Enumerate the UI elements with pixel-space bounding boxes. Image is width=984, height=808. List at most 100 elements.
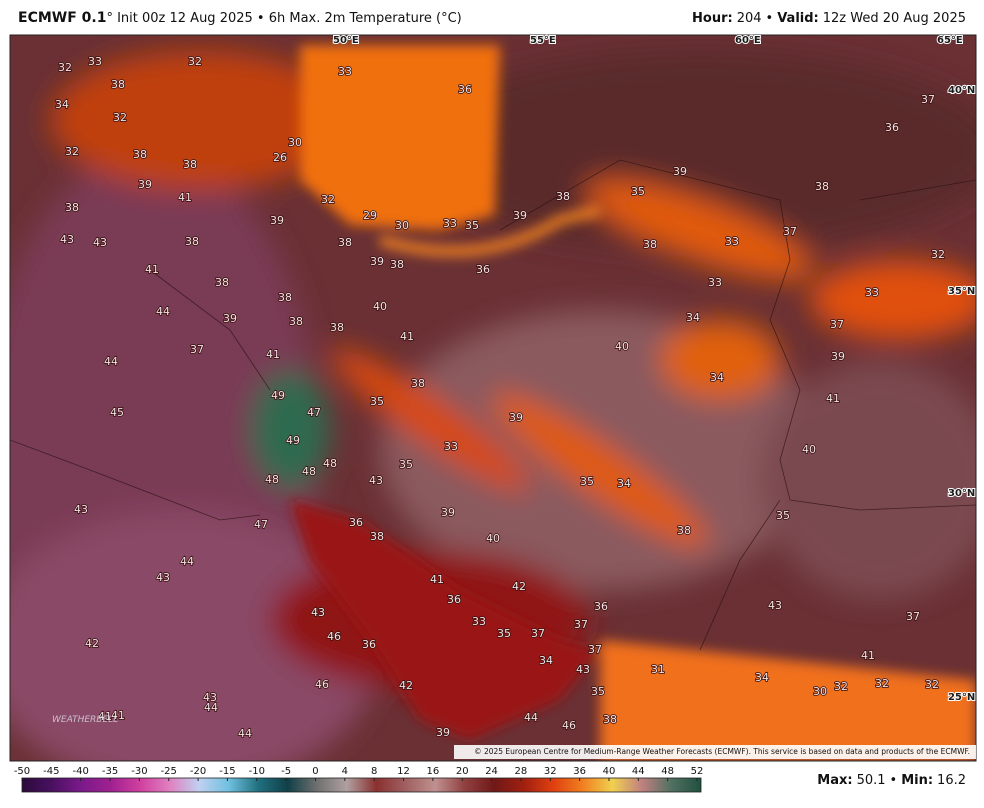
graticule-label: 30°N <box>948 488 975 499</box>
temperature-label: 42 <box>85 637 99 650</box>
min-label: Min: <box>901 773 933 788</box>
temperature-label: 46 <box>315 678 329 691</box>
temperature-label: 40 <box>486 532 500 545</box>
temperature-label: 43 <box>203 691 217 704</box>
temperature-label: 37 <box>531 627 545 640</box>
colorbar-tick-label: 8 <box>371 766 377 777</box>
temperature-label: 33 <box>725 235 739 248</box>
temperature-label: 46 <box>562 719 576 732</box>
temperature-label: 39 <box>509 411 523 424</box>
temperature-label: 43 <box>93 236 107 249</box>
temperature-label: 39 <box>270 214 284 227</box>
temperature-label: 43 <box>369 474 383 487</box>
temperature-label: 38 <box>133 148 147 161</box>
temperature-label: 33 <box>443 217 457 230</box>
temperature-label: 35 <box>399 458 413 471</box>
temperature-label: 40 <box>615 340 629 353</box>
temperature-label: 37 <box>588 643 602 656</box>
colorbar-tick-label: 44 <box>632 766 645 777</box>
max: 50.1 <box>857 773 886 788</box>
temperature-label: 38 <box>278 291 292 304</box>
temperature-label: 33 <box>708 276 722 289</box>
temperature-label: 42 <box>399 679 413 692</box>
temperature-label: 32 <box>925 678 939 691</box>
temperature-label: 38 <box>289 315 303 328</box>
temperature-label: 34 <box>710 371 724 384</box>
hour-label: Hour: <box>692 11 733 26</box>
colorbar-tick-label: 36 <box>573 766 586 777</box>
colorbar-tick-label: -45 <box>43 766 59 777</box>
temperature-label: 32 <box>58 61 72 74</box>
temperature-label: 38 <box>215 276 229 289</box>
temperature-label: 44 <box>104 355 118 368</box>
temperature-label: 37 <box>906 610 920 623</box>
temperature-label: 44 <box>204 701 218 714</box>
temperature-label: 41 <box>111 709 125 722</box>
graticule-label: 65°E <box>937 35 963 46</box>
temperature-label: 39 <box>441 506 455 519</box>
temperature-label: 33 <box>88 55 102 68</box>
colorbar-tick-label: 0 <box>312 766 318 777</box>
temperature-label: 41 <box>430 573 444 586</box>
temperature-label: 33 <box>338 65 352 78</box>
temperature-label: 41 <box>400 330 414 343</box>
temperature-label: 33 <box>472 615 486 628</box>
colorbar-tick-label: 4 <box>342 766 348 777</box>
temperature-label: 36 <box>458 83 472 96</box>
graticule-label: 40°N <box>948 85 975 96</box>
temperature-label: 38 <box>390 258 404 271</box>
temperature-label: 32 <box>875 677 889 690</box>
colorbar-tick-label: 28 <box>515 766 528 777</box>
graticule-label: 35°N <box>948 286 975 297</box>
temperature-label: 43 <box>768 599 782 612</box>
temperature-label: 32 <box>931 248 945 261</box>
temperature-label: 38 <box>330 321 344 334</box>
temperature-label: 38 <box>111 78 125 91</box>
temperature-label: 31 <box>651 663 665 676</box>
temperature-label: 38 <box>411 377 425 390</box>
temperature-label: 43 <box>156 571 170 584</box>
temperature-label: 38 <box>556 190 570 203</box>
temperature-label: 37 <box>830 318 844 331</box>
temperature-label: 38 <box>185 235 199 248</box>
temperature-label: 43 <box>576 663 590 676</box>
temperature-label: 35 <box>631 185 645 198</box>
temperature-label: 34 <box>755 671 769 684</box>
temperature-label: 47 <box>307 406 321 419</box>
temperature-label: 39 <box>223 312 237 325</box>
temperature-label: 44 <box>238 727 252 740</box>
temperature-label: 38 <box>643 238 657 251</box>
copyright-bg <box>454 745 976 759</box>
temperature-label: 34 <box>55 98 69 111</box>
max-label: Max: <box>817 773 852 788</box>
colorbar-tick-label: -5 <box>281 766 291 777</box>
temperature-label: 32 <box>321 193 335 206</box>
colorbar-tick-label: 24 <box>485 766 498 777</box>
colorbar-tick-label: 48 <box>661 766 674 777</box>
temperature-label: 44 <box>156 305 170 318</box>
temperature-label: 35 <box>591 685 605 698</box>
logo: WEATHERBELL <box>52 715 118 725</box>
colorbar-tick-label: -40 <box>73 766 89 777</box>
map-frame <box>9 34 977 762</box>
colorbar-tick-label: 52 <box>691 766 704 777</box>
footer: Max: 50.1 • Min: 16.2 <box>817 773 966 788</box>
temperature-label: 39 <box>436 726 450 739</box>
temperature-label: 49 <box>286 434 300 447</box>
temperature-label: 34 <box>617 477 631 490</box>
temperature-label: 41 <box>178 191 192 204</box>
hour: 204 <box>737 11 762 26</box>
temperature-label: 35 <box>370 395 384 408</box>
temperature-label: 38 <box>65 201 79 214</box>
temperature-label: 38 <box>338 236 352 249</box>
temperature-label: 33 <box>865 286 879 299</box>
temperature-label: 48 <box>265 473 279 486</box>
temperature-label: 35 <box>465 219 479 232</box>
colorbar-tick-label: 40 <box>603 766 616 777</box>
separator: • <box>766 11 774 26</box>
temperature-label: 38 <box>183 158 197 171</box>
temperature-label: 33 <box>444 440 458 453</box>
min: 16.2 <box>937 773 966 788</box>
temperature-label: 40 <box>802 443 816 456</box>
